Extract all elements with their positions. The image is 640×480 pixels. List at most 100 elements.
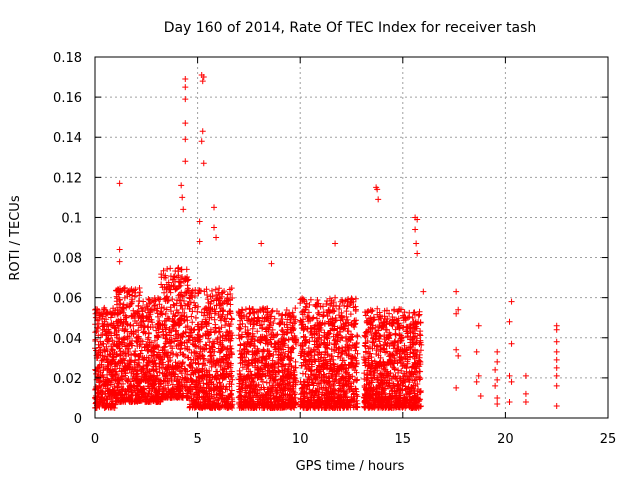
data-point bbox=[117, 316, 124, 323]
data-point bbox=[95, 325, 102, 332]
data-point bbox=[105, 336, 112, 343]
data-point bbox=[114, 322, 121, 329]
data-point bbox=[332, 240, 339, 247]
data-point bbox=[102, 404, 109, 411]
data-point bbox=[130, 387, 137, 394]
data-point bbox=[119, 341, 126, 348]
data-point bbox=[160, 267, 167, 274]
data-point bbox=[416, 351, 423, 358]
x-tick-label: 0 bbox=[91, 432, 99, 447]
data-point bbox=[119, 356, 126, 363]
data-point bbox=[347, 311, 354, 318]
data-point bbox=[120, 319, 127, 326]
x-axis-label: GPS time / hours bbox=[296, 459, 405, 474]
data-point bbox=[211, 224, 218, 231]
data-point bbox=[215, 329, 222, 336]
data-point bbox=[553, 402, 560, 409]
data-point bbox=[154, 323, 161, 330]
data-point bbox=[110, 404, 117, 411]
data-point bbox=[120, 365, 127, 372]
data-point bbox=[120, 301, 127, 308]
data-point bbox=[522, 390, 529, 397]
data-point bbox=[100, 306, 107, 313]
data-point bbox=[118, 308, 125, 315]
data-point bbox=[198, 138, 205, 145]
data-point bbox=[113, 331, 120, 338]
data-point bbox=[96, 364, 103, 371]
data-point bbox=[140, 365, 147, 372]
data-point bbox=[179, 194, 186, 201]
data-point bbox=[108, 346, 115, 353]
y-tick-label: 0.18 bbox=[53, 51, 82, 66]
data-point bbox=[475, 322, 482, 329]
data-point bbox=[492, 382, 499, 389]
data-point bbox=[123, 377, 130, 384]
data-point bbox=[494, 348, 501, 355]
data-point bbox=[148, 352, 155, 359]
data-point bbox=[270, 351, 277, 358]
data-point bbox=[137, 386, 144, 393]
data-point bbox=[152, 359, 159, 366]
data-point bbox=[116, 335, 123, 342]
data-point bbox=[107, 314, 114, 321]
data-point bbox=[119, 386, 126, 393]
data-point bbox=[227, 308, 234, 315]
data-point bbox=[153, 351, 160, 358]
data-point bbox=[100, 340, 107, 347]
data-point bbox=[121, 350, 128, 357]
data-point bbox=[453, 384, 460, 391]
data-point bbox=[417, 403, 424, 410]
data-point bbox=[159, 284, 166, 291]
data-point bbox=[116, 180, 123, 187]
data-point bbox=[137, 350, 144, 357]
data-point bbox=[111, 324, 118, 331]
data-point bbox=[104, 365, 111, 372]
data-point bbox=[124, 377, 131, 384]
data-point bbox=[116, 345, 123, 352]
data-point bbox=[246, 305, 253, 312]
data-point bbox=[212, 325, 219, 332]
data-point bbox=[101, 356, 108, 363]
data-point bbox=[354, 332, 361, 339]
data-point bbox=[199, 78, 206, 85]
data-point bbox=[144, 377, 151, 384]
data-point bbox=[146, 387, 153, 394]
data-point bbox=[332, 294, 339, 301]
data-point bbox=[104, 359, 111, 366]
data-point bbox=[121, 366, 128, 373]
data-point bbox=[130, 307, 137, 314]
y-tick-label: 0.06 bbox=[53, 292, 82, 307]
data-point bbox=[412, 226, 419, 233]
data-point bbox=[146, 368, 153, 375]
data-point bbox=[236, 326, 243, 333]
data-point bbox=[113, 318, 120, 325]
data-point bbox=[147, 306, 154, 313]
data-point bbox=[110, 356, 117, 363]
data-point bbox=[97, 378, 104, 385]
data-point bbox=[93, 347, 100, 354]
data-point bbox=[137, 397, 144, 404]
y-tick-label: 0.16 bbox=[53, 91, 82, 106]
y-axis-label: ROTI / TECUs bbox=[8, 195, 23, 280]
data-point bbox=[162, 310, 169, 317]
y-tick-label: 0 bbox=[74, 412, 82, 427]
data-point bbox=[107, 381, 114, 388]
data-point bbox=[179, 306, 186, 313]
data-point bbox=[94, 351, 101, 358]
data-point bbox=[154, 313, 161, 320]
data-point bbox=[109, 337, 116, 344]
data-point bbox=[132, 329, 139, 336]
data-point bbox=[420, 288, 427, 295]
data-point bbox=[246, 310, 253, 317]
data-point bbox=[492, 366, 499, 373]
data-point bbox=[131, 350, 138, 357]
data-point bbox=[141, 385, 148, 392]
data-point bbox=[121, 334, 128, 341]
data-point bbox=[97, 342, 104, 349]
data-point bbox=[104, 309, 111, 316]
data-point bbox=[292, 305, 299, 312]
data-point bbox=[117, 300, 124, 307]
data-point bbox=[96, 383, 103, 390]
data-point bbox=[180, 206, 187, 213]
data-point bbox=[152, 297, 159, 304]
